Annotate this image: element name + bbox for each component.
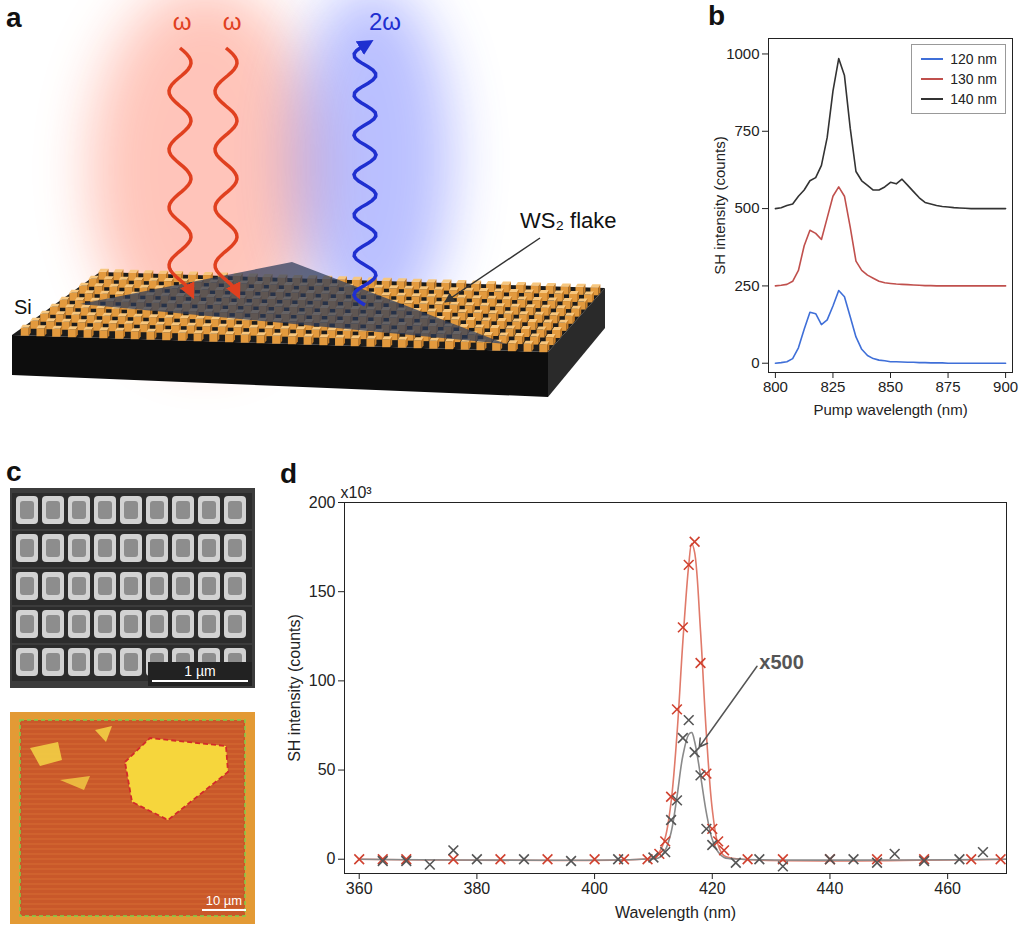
html-text:b: b: [708, 0, 726, 31]
svg-text:0: 0: [327, 850, 336, 867]
svg-text:360: 360: [346, 880, 373, 897]
svg-text:825: 825: [820, 378, 845, 395]
svg-text:1000: 1000: [726, 45, 759, 62]
svg-text:ω: ω: [173, 8, 192, 35]
svg-text:1 µm: 1 µm: [184, 663, 215, 679]
svg-text:400: 400: [581, 880, 608, 897]
svg-text:200: 200: [309, 494, 336, 511]
svg-text:x10³: x10³: [341, 484, 373, 501]
svg-text:100: 100: [309, 672, 336, 689]
svg-text:x500: x500: [759, 651, 804, 673]
svg-text:875: 875: [936, 378, 961, 395]
svg-text:SH intensity (counts): SH intensity (counts): [286, 614, 303, 762]
svg-text:Si: Si: [14, 296, 32, 318]
svg-text:500: 500: [734, 199, 759, 216]
svg-text:900: 900: [993, 378, 1018, 395]
svg-text:420: 420: [699, 880, 726, 897]
html-text:140 nm: 140 nm: [950, 91, 997, 107]
svg-text:380: 380: [464, 880, 491, 897]
svg-text:750: 750: [734, 122, 759, 139]
svg-text:Wavelength (nm): Wavelength (nm): [615, 904, 736, 921]
svg-text:50: 50: [318, 761, 336, 778]
svg-text:SH intensity (counts): SH intensity (counts): [711, 136, 728, 274]
svg-text:ω: ω: [223, 8, 242, 35]
svg-text:850: 850: [878, 378, 903, 395]
svg-text:800: 800: [763, 378, 788, 395]
svg-text:WS₂ flake: WS₂ flake: [520, 208, 617, 233]
svg-text:2ω: 2ω: [369, 8, 401, 35]
svg-text:460: 460: [934, 880, 961, 897]
html-text:a: a: [6, 2, 22, 33]
svg-text:250: 250: [734, 277, 759, 294]
html-text:c: c: [6, 456, 22, 487]
svg-text:440: 440: [817, 880, 844, 897]
svg-text:10 µm: 10 µm: [206, 893, 242, 908]
svg-text:0: 0: [751, 354, 759, 371]
html-text:130 nm: 130 nm: [950, 71, 997, 87]
svg-text:150: 150: [309, 583, 336, 600]
html-text:d: d: [280, 458, 298, 489]
svg-text:Pump wavelength (nm): Pump wavelength (nm): [813, 401, 967, 418]
html-text:120 nm: 120 nm: [950, 51, 997, 67]
